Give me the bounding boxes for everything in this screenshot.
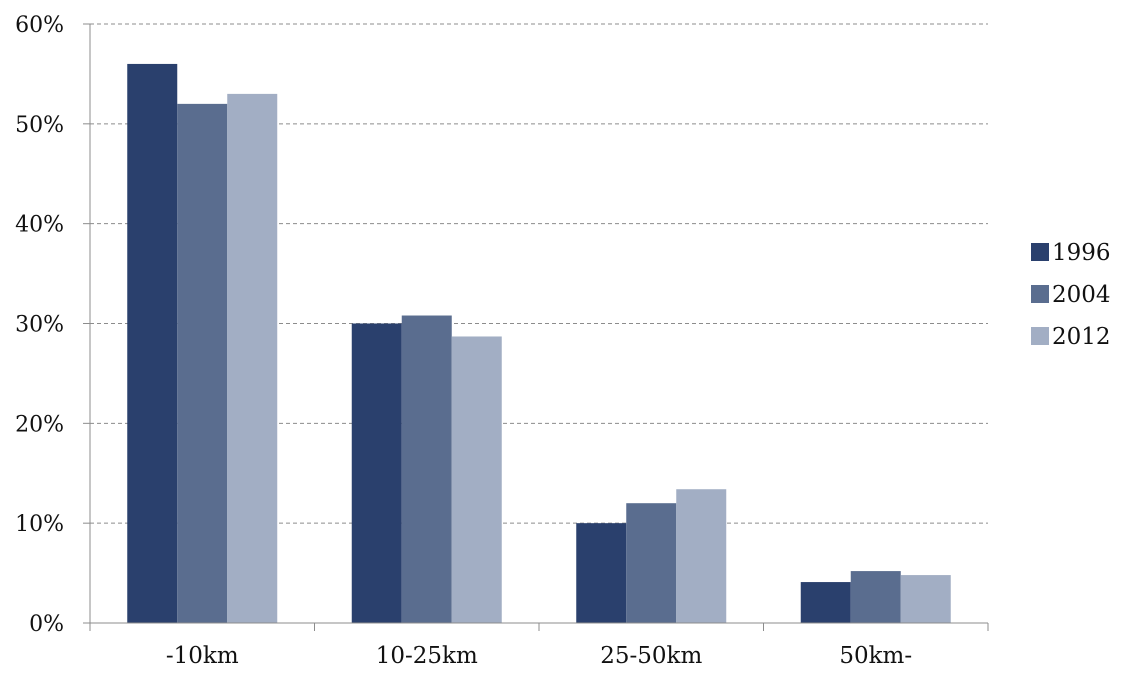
x-tick-label: 10-25km	[376, 643, 478, 669]
y-tick-label: 0%	[29, 612, 64, 637]
bar-2012-50km-	[900, 575, 951, 623]
bar-1996-50km-	[800, 582, 851, 623]
y-tick-label: 60%	[15, 13, 64, 38]
legend-swatch-1996	[1031, 243, 1049, 261]
legend-swatch-2012	[1031, 327, 1049, 345]
y-tick-label: 10%	[15, 512, 64, 537]
y-tick-label: 30%	[15, 313, 64, 338]
y-tick-label: 50%	[15, 113, 64, 138]
legend-label-1996: 1996	[1052, 240, 1111, 266]
x-tick-label: 50km-	[839, 643, 912, 669]
bar-2004-25-50km	[626, 503, 677, 623]
legend: 1996 2004 2012	[1031, 240, 1111, 350]
bars	[127, 63, 951, 624]
bar-2012-10-25km	[451, 336, 502, 623]
bar-2004-10-25km	[401, 315, 452, 623]
legend-label-2004: 2004	[1052, 282, 1111, 308]
bar-1996-25-50km	[576, 523, 627, 623]
x-tick-label: 25-50km	[600, 643, 702, 669]
bar-1996-10-25km	[351, 323, 402, 623]
bar-2004--10km	[177, 103, 228, 623]
bar-2004-50km-	[850, 571, 901, 623]
axes	[83, 23, 989, 631]
y-axis-tick-labels: 0% 10% 20% 30% 40% 50% 60%	[15, 13, 64, 637]
bar-2012-25-50km	[676, 489, 727, 623]
legend-swatch-2004	[1031, 285, 1049, 303]
x-axis-tick-labels: -10km 10-25km 25-50km 50km-	[166, 643, 912, 669]
y-tick-label: 20%	[15, 412, 64, 437]
bar-2012--10km	[227, 93, 278, 624]
bar-1996--10km	[127, 63, 178, 623]
x-tick-label: -10km	[166, 643, 239, 669]
legend-label-2012: 2012	[1052, 324, 1111, 350]
y-tick-label: 40%	[15, 213, 64, 238]
